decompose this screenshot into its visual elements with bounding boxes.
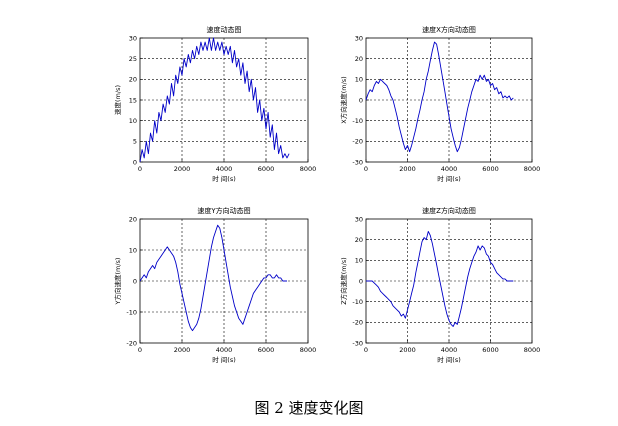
- y-tick-label: 0: [133, 158, 137, 166]
- x-tick-label: 0: [364, 165, 368, 173]
- chart-title: 速度Z方向动态图: [422, 206, 476, 215]
- y-tick-label: -10: [352, 117, 363, 125]
- x-tick-label: 8000: [300, 165, 317, 173]
- y-tick-label: 30: [355, 215, 363, 223]
- y-tick-label: 20: [355, 55, 363, 63]
- series-line-1: [366, 230, 514, 327]
- y-tick-label: 20: [355, 236, 363, 244]
- y-tick-label: 30: [129, 34, 137, 42]
- x-axis-label: 时 间(s): [212, 174, 236, 183]
- chart-panel-2: 0 2000 4000 6000 8000 -30 -20 -10 0 10 20 30 速度X方向动态…: [339, 25, 540, 183]
- x-tick-label: 0: [138, 165, 142, 173]
- x-tick-label: 8000: [300, 346, 317, 354]
- x-tick-label: 4000: [441, 346, 458, 354]
- x-tick-label: 4000: [216, 346, 233, 354]
- series-line-1: [365, 41, 514, 153]
- x-tick-label: 0: [138, 346, 142, 354]
- x-tick-label: 6000: [482, 165, 499, 173]
- y-tick-label: 25: [129, 55, 137, 63]
- y-tick-label: -20: [126, 339, 137, 347]
- x-axis-label: 时 间(s): [437, 174, 461, 183]
- x-tick-label: 2000: [174, 165, 191, 173]
- y-tick-label: -30: [352, 339, 363, 347]
- x-axis-label: 时 间(s): [212, 355, 236, 364]
- chart-title: 速度Y方向动态图: [197, 206, 250, 215]
- chart-title: 速度动态图: [207, 25, 242, 34]
- figure-caption: 图 2 速度变化图: [254, 399, 364, 417]
- y-tick-label: 20: [129, 215, 137, 223]
- x-tick-label: 2000: [174, 346, 191, 354]
- x-tick-label: 2000: [399, 346, 416, 354]
- series-line-1: [139, 37, 290, 163]
- y-tick-label: -20: [352, 319, 363, 327]
- y-tick-label: 10: [355, 257, 363, 265]
- x-tick-label: 6000: [258, 346, 275, 354]
- y-tick-label: -10: [352, 298, 363, 306]
- y-tick-label: 20: [129, 76, 137, 84]
- y-tick-label: -20: [352, 138, 363, 146]
- x-tick-label: 6000: [258, 165, 275, 173]
- x-tick-label: 4000: [441, 165, 458, 173]
- y-tick-label: -30: [352, 158, 363, 166]
- x-tick-label: 8000: [524, 346, 541, 354]
- series-line-1: [139, 224, 287, 332]
- y-tick-label: 10: [129, 246, 137, 254]
- y-axis-label: Y方向速度(m/s): [113, 258, 122, 306]
- y-tick-label: -10: [126, 308, 137, 316]
- y-tick-label: 0: [359, 96, 363, 104]
- x-tick-label: 2000: [399, 165, 416, 173]
- chart-title: 速度X方向动态图: [422, 25, 476, 34]
- y-tick-label: 15: [129, 96, 137, 104]
- x-tick-label: 6000: [482, 346, 499, 354]
- y-tick-label: 10: [355, 76, 363, 84]
- x-axis-label: 时 间(s): [437, 355, 461, 364]
- y-tick-label: 30: [355, 34, 363, 42]
- y-axis-label: X方向速度(m/s): [339, 76, 348, 123]
- x-tick-label: 4000: [216, 165, 233, 173]
- x-tick-label: 8000: [524, 165, 541, 173]
- y-axis-label: 速度(m/s): [113, 85, 122, 115]
- y-tick-label: 0: [359, 277, 363, 285]
- y-tick-label: 5: [133, 138, 137, 146]
- y-tick-label: 10: [129, 117, 137, 125]
- chart-panel-4: 0 2000 4000 6000 8000 -30 -20 -10 0 10 20 30 速度Z方向动态…: [339, 206, 540, 364]
- x-tick-label: 0: [364, 346, 368, 354]
- y-axis-label: Z方向速度(m/s): [339, 257, 348, 304]
- y-tick-label: 0: [133, 277, 137, 285]
